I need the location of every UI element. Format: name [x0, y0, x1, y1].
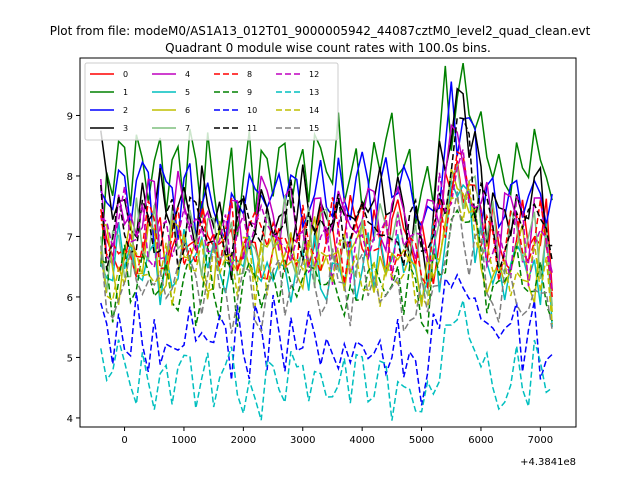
- legend-label: 4: [185, 70, 190, 79]
- legend-label: 6: [185, 106, 190, 115]
- legend-entry: 7: [152, 124, 190, 133]
- series-line-1: [100, 62, 553, 267]
- y-tick-label: 6: [67, 293, 73, 304]
- series-line-2: [100, 81, 553, 251]
- series-line-12: [100, 149, 553, 291]
- series-line-8: [100, 150, 553, 297]
- legend-label: 1: [123, 88, 128, 97]
- legend-entry: 10: [214, 106, 257, 115]
- legend-label: 14: [309, 106, 319, 115]
- x-tick-label: 2000: [231, 435, 256, 446]
- y-tick-label: 7: [67, 232, 73, 243]
- legend-label: 0: [123, 70, 128, 79]
- legend-entry: 12: [276, 70, 319, 79]
- series-line-3: [100, 87, 553, 285]
- figure-suptitle: Plot from file: modeM0/AS1A13_012T01_900…: [50, 24, 591, 38]
- legend-label: 8: [247, 70, 252, 79]
- axes-frame: [79, 57, 577, 428]
- legend-label: 10: [247, 106, 257, 115]
- legend-label: 7: [185, 124, 190, 133]
- legend-box: [84, 62, 339, 141]
- x-offset-label: +4.3841e8: [520, 457, 576, 468]
- legend-entry: 5: [152, 88, 190, 97]
- series-line-15: [100, 191, 553, 334]
- y-tick-label: 9: [67, 111, 73, 122]
- series-line-14: [100, 180, 553, 325]
- legend-label: 3: [123, 124, 128, 133]
- legend-entry: 8: [214, 70, 252, 79]
- legend-entry: 6: [152, 106, 190, 115]
- series-line-10: [100, 272, 553, 406]
- legend-label: 15: [309, 124, 319, 133]
- legend-entry: 13: [276, 88, 319, 97]
- x-tick-label: 5000: [409, 435, 434, 446]
- legend-label: 12: [309, 70, 319, 79]
- series-line-9: [100, 207, 553, 335]
- series-line-7: [100, 162, 553, 307]
- legend-entry: 11: [214, 124, 257, 133]
- legend-label: 13: [309, 88, 319, 97]
- chart-title: Quadrant 0 module wise count rates with …: [165, 41, 491, 55]
- series-line-4: [100, 123, 553, 273]
- plot-area: [79, 57, 577, 428]
- legend-label: 5: [185, 88, 190, 97]
- legend-entry: 3: [90, 124, 128, 133]
- legend-label: 9: [247, 88, 252, 97]
- x-tick-label: 3000: [290, 435, 315, 446]
- x-tick-label: 4000: [349, 435, 374, 446]
- legend-entry: 4: [152, 70, 190, 79]
- legend-entry: 0: [90, 70, 128, 79]
- legend-entry: 15: [276, 124, 319, 133]
- y-tick-label: 8: [67, 172, 73, 183]
- series-line-13: [100, 300, 553, 421]
- series-lines: [100, 62, 553, 421]
- legend-label: 11: [247, 124, 257, 133]
- legend-entry: 1: [90, 88, 128, 97]
- legend-entry: 9: [214, 88, 252, 97]
- x-tick-label: 0: [121, 435, 127, 446]
- axis-ticks: 0 1000 2000 3000 4000 5000 6000 7000 4 5 6 7 8 9: [67, 111, 553, 446]
- y-tick-label: 5: [67, 353, 73, 364]
- legend-label: 2: [123, 106, 128, 115]
- x-tick-label: 7000: [528, 435, 553, 446]
- x-tick-label: 6000: [468, 435, 493, 446]
- legend-entry: 14: [276, 106, 319, 115]
- y-tick-label: 4: [67, 414, 73, 425]
- x-tick-label: 1000: [171, 435, 196, 446]
- legend-entry: 2: [90, 106, 128, 115]
